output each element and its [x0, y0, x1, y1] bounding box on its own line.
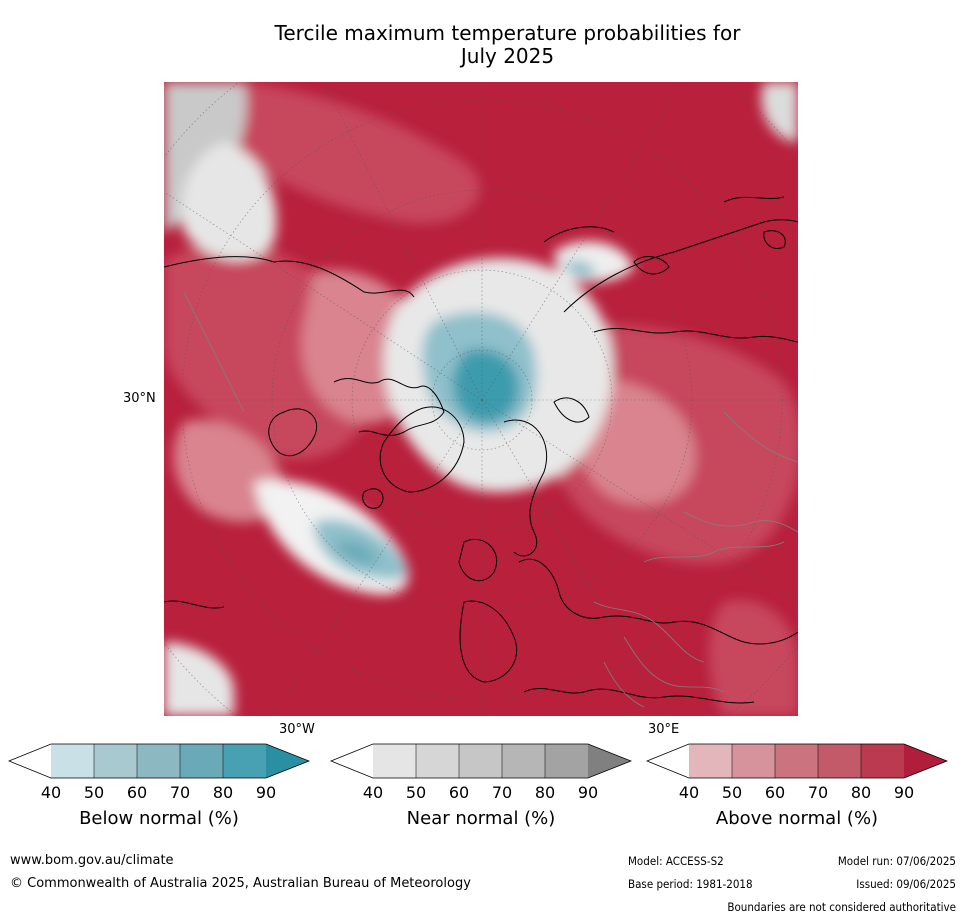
- footer-issued: Issued: 09/06/2025: [856, 877, 956, 891]
- colorbar-near-normal: [330, 743, 632, 779]
- footer-disclaimer: Boundaries are not considered authoritat…: [727, 900, 956, 914]
- colorbar-tick-label: 90: [577, 783, 599, 802]
- colorbar-segment: [180, 744, 223, 778]
- colorbar-segment: [51, 744, 94, 778]
- colorbar-segment: [459, 744, 502, 778]
- colorbar-tick-label: 50: [83, 783, 105, 802]
- footer-model: Model: ACCESS-S2: [628, 854, 724, 868]
- near-normal-region: [164, 642, 234, 716]
- colorbar-tick-label: 50: [721, 783, 743, 802]
- map-title: Tercile maximum temperature probabilitie…: [180, 22, 835, 68]
- lon-label-30w: 30°W: [279, 722, 315, 737]
- colorbar-segment: [416, 744, 459, 778]
- near-normal-region: [761, 82, 798, 142]
- lat-label-30n: 30°N: [123, 391, 156, 406]
- colorbar-segment: [545, 744, 588, 778]
- colorbar-segment: [775, 744, 818, 778]
- colorbar-tick-label: 60: [126, 783, 148, 802]
- colorbar-outline: [330, 743, 632, 779]
- below-normal-region: [564, 260, 595, 278]
- colorbar-label-above: Above normal (%): [715, 808, 879, 829]
- colorbar-tick-label: 50: [405, 783, 427, 802]
- graticule: [164, 82, 798, 716]
- country-borders: [183, 291, 798, 708]
- colorbar-tick-label: 40: [362, 783, 384, 802]
- colorbar-extend-high: [904, 744, 947, 778]
- colorbar-segment: [689, 744, 732, 778]
- colorbar-segment: [502, 744, 545, 778]
- colorbar-segment: [94, 744, 137, 778]
- colorbar-label-near: Near normal (%): [406, 808, 556, 829]
- below-normal-region: [334, 540, 379, 564]
- colorbar-segment: [732, 744, 775, 778]
- title-line-2: July 2025: [460, 44, 555, 68]
- colorbar-extend-high: [588, 744, 631, 778]
- footer-copyright: © Commonwealth of Australia 2025, Austra…: [10, 876, 471, 891]
- above-mid-region: [213, 82, 481, 224]
- colorbar-extend-high: [266, 744, 309, 778]
- colorbar-tick-label: 90: [255, 783, 277, 802]
- colorbar-tick-label: 70: [169, 783, 191, 802]
- below-normal-region: [452, 349, 519, 423]
- near-normal-region: [181, 142, 277, 261]
- colorbar-segment: [818, 744, 861, 778]
- footer-model-run: Model run: 07/06/2025: [837, 854, 956, 868]
- above-mid-region: [709, 600, 798, 716]
- colorbar-tick-label: 70: [491, 783, 513, 802]
- colorbar-segment: [373, 744, 416, 778]
- colorbar-tick-label: 80: [212, 783, 234, 802]
- colorbar-tick-label: 90: [893, 783, 915, 802]
- colorbar-extend-low: [647, 744, 689, 778]
- lon-label-30e: 30°E: [648, 722, 680, 737]
- colorbar-segment: [137, 744, 180, 778]
- colorbar-segment: [861, 744, 904, 778]
- colorbar-tick-label: 70: [807, 783, 829, 802]
- colorbar-extend-low: [9, 744, 51, 778]
- colorbar-extend-low: [331, 744, 373, 778]
- colorbar-above-normal: [646, 743, 948, 779]
- colorbar-outline: [8, 743, 310, 779]
- above-light-region: [173, 420, 284, 522]
- colorbar-below-normal: [8, 743, 310, 779]
- colorbar-label-below: Below normal (%): [79, 808, 239, 829]
- footer-url: www.bom.gov.au/climate: [10, 853, 174, 868]
- colorbar-tick-label: 60: [764, 783, 786, 802]
- title-line-1: Tercile maximum temperature probabilitie…: [274, 21, 741, 45]
- footer-base-period: Base period: 1981-2018: [628, 877, 753, 891]
- colorbar-tick-label: 80: [850, 783, 872, 802]
- colorbar-tick-label: 80: [534, 783, 556, 802]
- above-light-region: [576, 380, 696, 505]
- colorbar-tick-label: 60: [448, 783, 470, 802]
- colorbar-segment: [223, 744, 266, 778]
- coastlines: [164, 196, 798, 704]
- colorbar-tick-label: 40: [40, 783, 62, 802]
- colorbar-tick-label: 40: [678, 783, 700, 802]
- colorbar-outline: [646, 743, 948, 779]
- probability-map: [164, 82, 798, 716]
